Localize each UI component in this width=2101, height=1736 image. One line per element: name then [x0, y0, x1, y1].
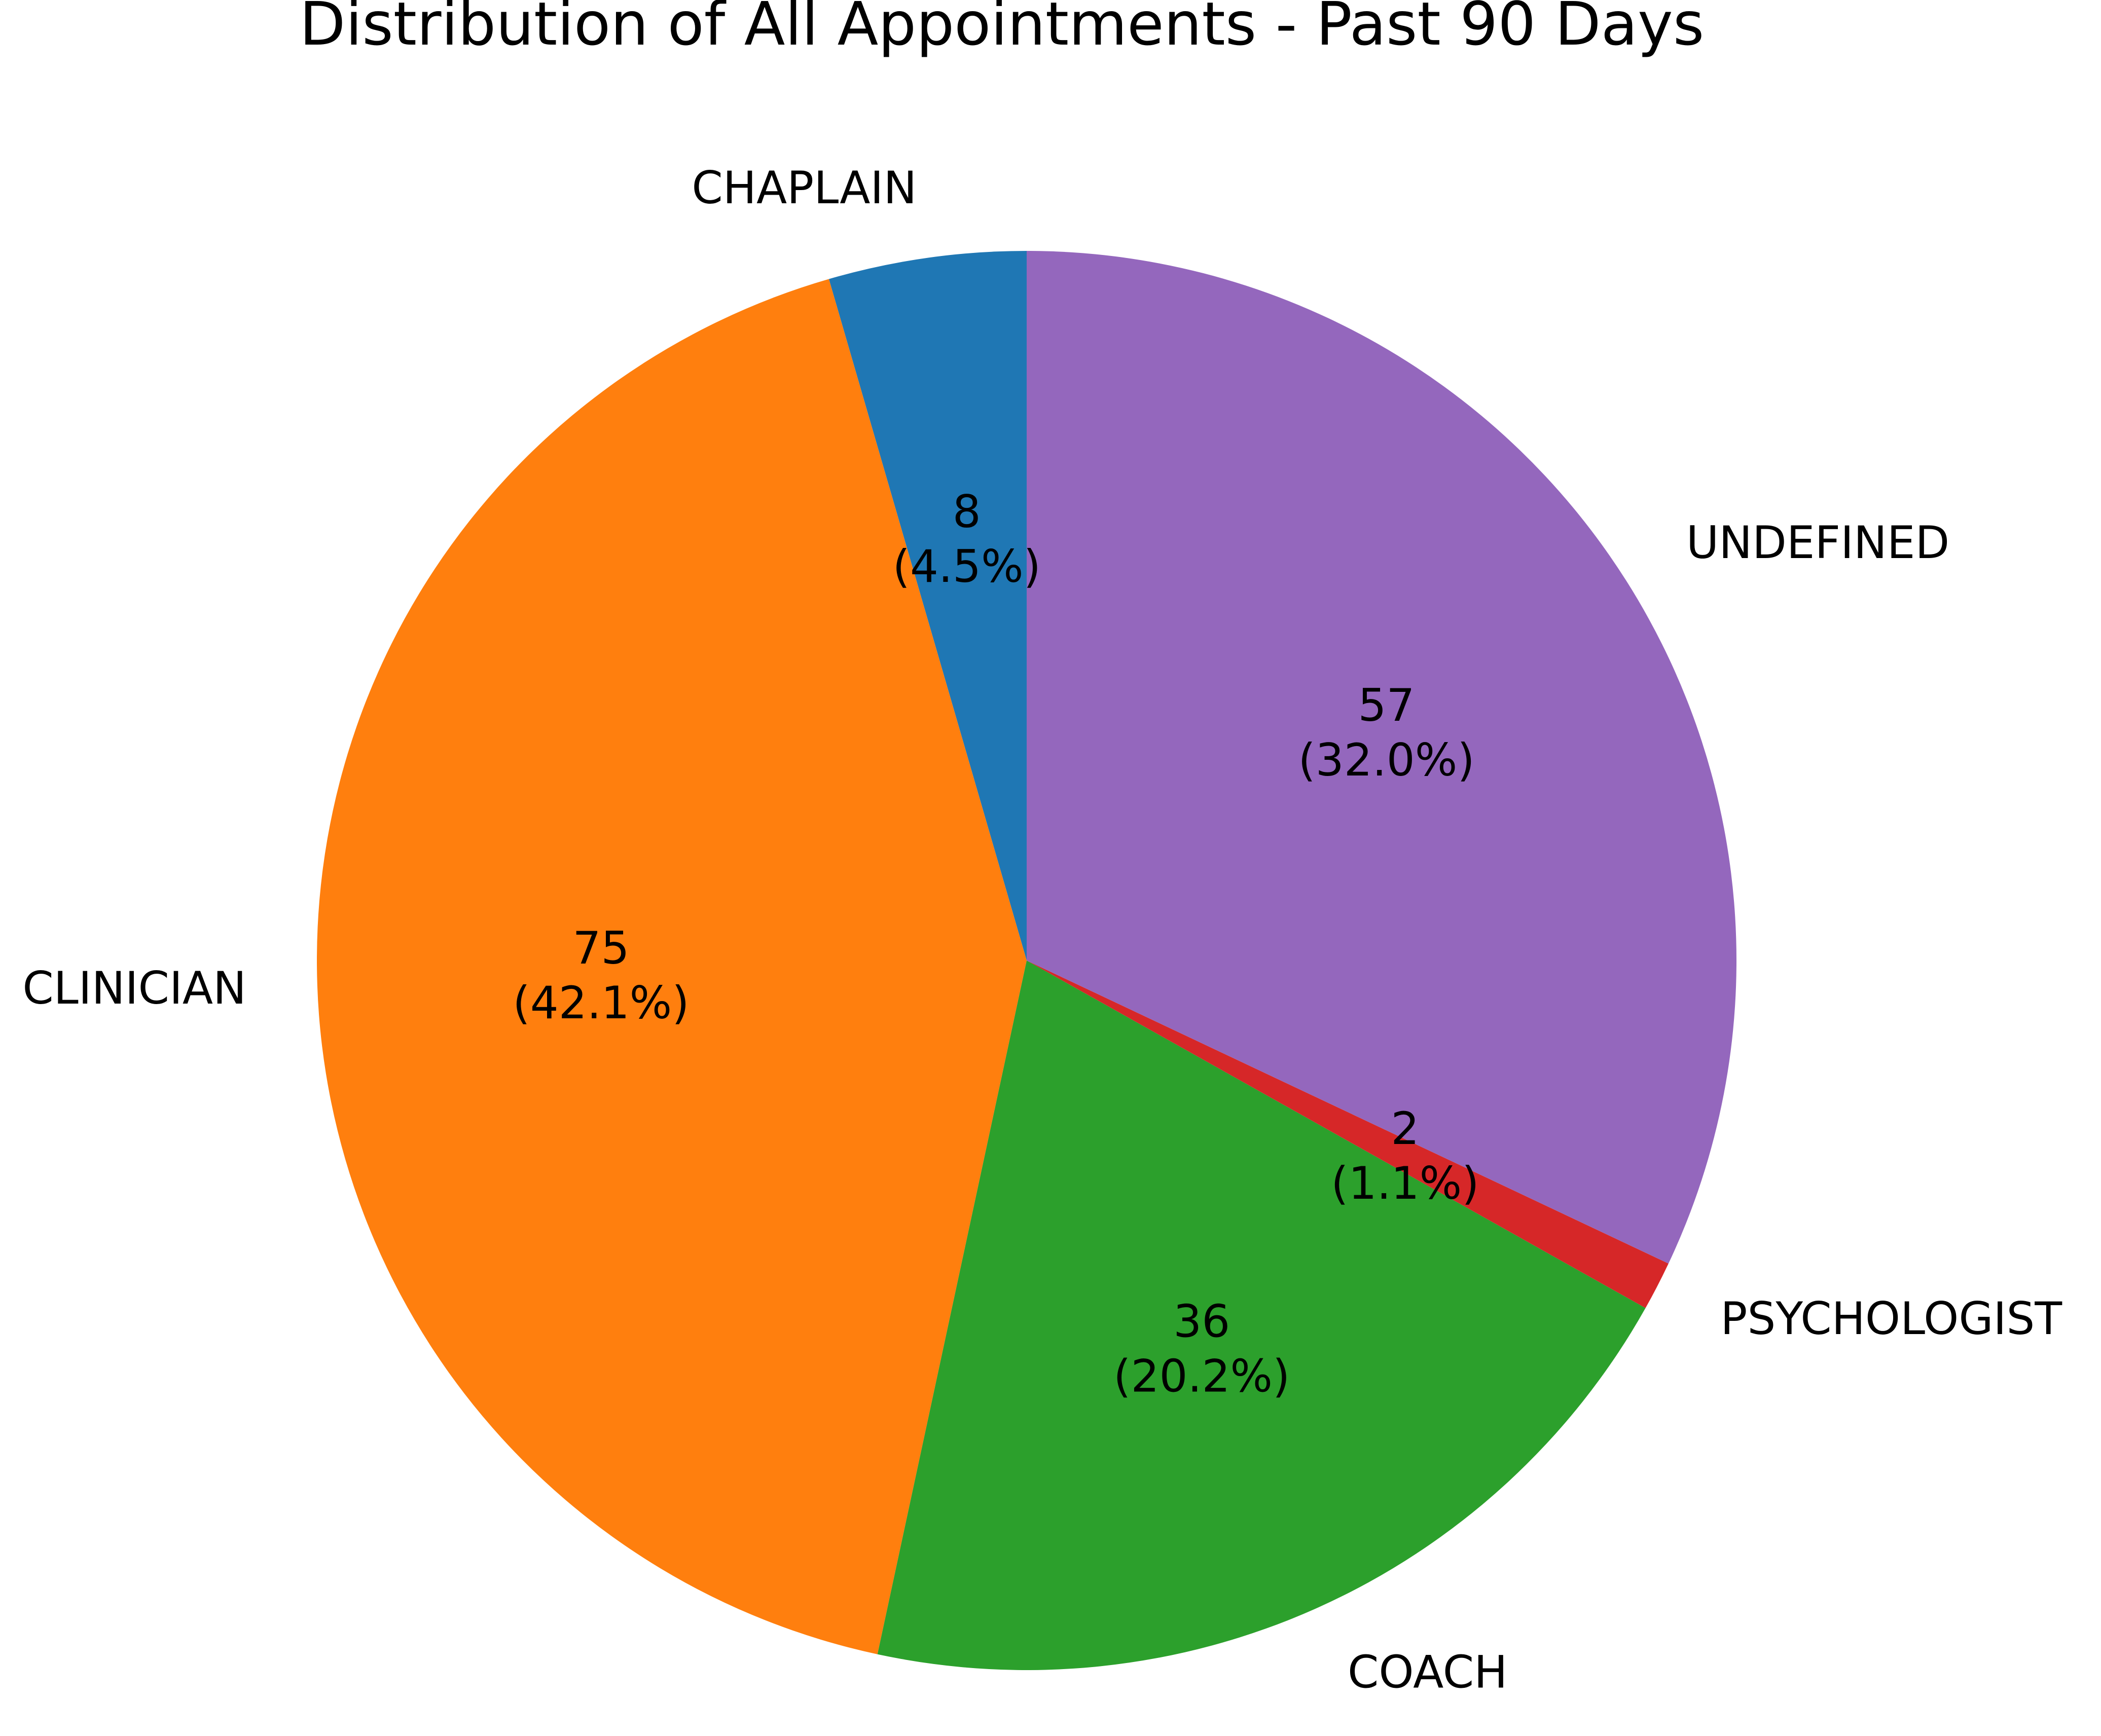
pie-slices — [316, 251, 1737, 1670]
slice-label-psychologist: PSYCHOLOGIST — [1720, 1292, 2062, 1345]
slice-label-coach: COACH — [1348, 1646, 1507, 1698]
pie-slice-psychologist — [1027, 961, 1669, 1308]
pie-slice-chaplain — [828, 251, 1027, 961]
slice-percent-chaplain: (4.5%) — [893, 540, 1041, 593]
slice-percent-coach: (20.2%) — [1113, 1350, 1290, 1402]
slice-label-undefined: UNDEFINED — [1686, 516, 1949, 569]
slice-label-chaplain: CHAPLAIN — [692, 162, 917, 214]
pie-labels: CHAPLAIN 8(4.5%) CLINICIAN 75(42.1%) COACH 36… — [22, 162, 2062, 1698]
slice-percent-psychologist: (1.1%) — [1331, 1157, 1479, 1209]
slice-value-psychologist: 2 — [1391, 1102, 1419, 1155]
slice-percent-undefined: (32.0%) — [1298, 734, 1474, 786]
chart-title: Distribution of All Appointments - Past … — [300, 0, 1705, 59]
slice-value-clinician: 75 — [573, 922, 630, 974]
slice-percent-clinician: (42.1%) — [513, 977, 689, 1029]
pie-slice-undefined — [1027, 251, 1737, 1264]
slice-value-chaplain: 8 — [953, 486, 981, 538]
pie-slice-coach — [877, 961, 1646, 1670]
slice-label-clinician: CLINICIAN — [22, 962, 246, 1014]
slice-value-coach: 36 — [1173, 1295, 1230, 1347]
pie-slice-clinician — [316, 279, 1027, 1654]
slice-value-undefined: 57 — [1358, 679, 1415, 731]
